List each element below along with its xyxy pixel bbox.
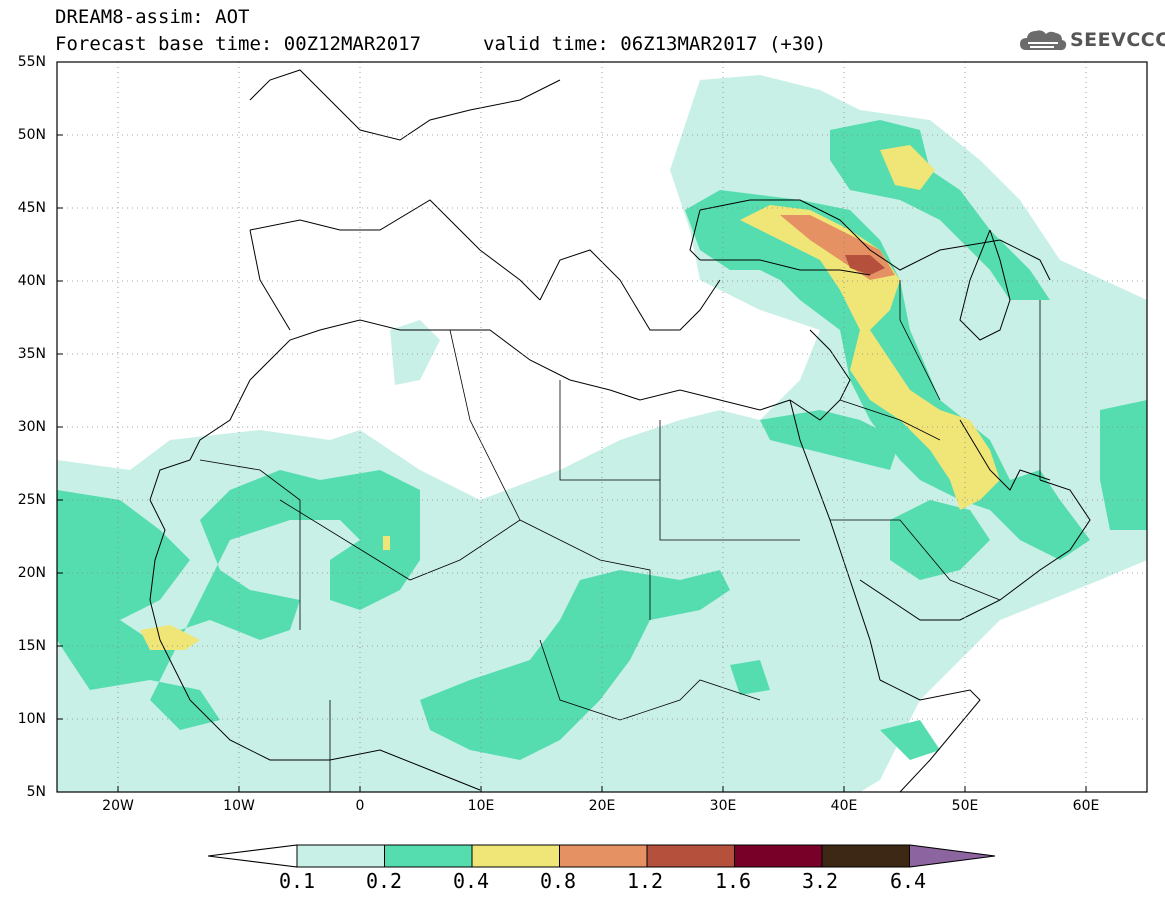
lat-label: 5N: [26, 784, 46, 800]
map-title: DREAM8-assim: AOT: [55, 6, 250, 28]
lon-label: 20W: [102, 798, 134, 814]
lon-label: 0: [355, 798, 365, 814]
aot-level-1.2: [845, 255, 885, 275]
lat-label: 10N: [17, 711, 46, 727]
valid-time: valid time: 06Z13MAR2017 (+30): [483, 33, 827, 55]
legend-label: 6.4: [889, 869, 927, 893]
lat-label: 50N: [17, 127, 46, 143]
legend-label: 1.2: [626, 869, 664, 893]
legend-label: 0.4: [452, 869, 490, 893]
legend-label: 0.2: [365, 869, 403, 893]
lon-label: 20E: [588, 798, 616, 814]
lat-label: 25N: [17, 492, 46, 508]
logo-text: SEEVCCC: [1070, 29, 1165, 51]
cloud-icon: [1020, 30, 1067, 51]
seevccc-logo: SEEVCCC: [1018, 26, 1165, 56]
legend-label: 3.2: [801, 869, 839, 893]
legend-label: 0.8: [539, 869, 577, 893]
legend-label: 1.6: [714, 869, 752, 893]
lat-label: 45N: [17, 200, 46, 216]
axis-ticks: [57, 134, 1087, 792]
borders: [199, 280, 1041, 792]
lon-label: 10W: [223, 798, 255, 814]
lat-label: 15N: [17, 638, 46, 654]
lon-label: 10E: [467, 798, 495, 814]
lat-label: 30N: [17, 419, 46, 435]
lon-label: 50E: [951, 798, 979, 814]
forecast-base-time: Forecast base time: 00Z12MAR2017: [55, 33, 422, 55]
lat-label: 40N: [17, 273, 46, 289]
aot-level-0.4: [140, 145, 1000, 650]
lat-label: 35N: [17, 346, 46, 362]
lon-label: 40E: [830, 798, 858, 814]
legend-label: 0.1: [278, 869, 316, 893]
lon-label: 30E: [709, 798, 737, 814]
lat-label: 55N: [17, 54, 46, 70]
coastlines: [149, 69, 1091, 792]
lat-label: 20N: [17, 565, 46, 581]
graticule: [57, 62, 1147, 792]
lon-label: 60E: [1072, 798, 1100, 814]
